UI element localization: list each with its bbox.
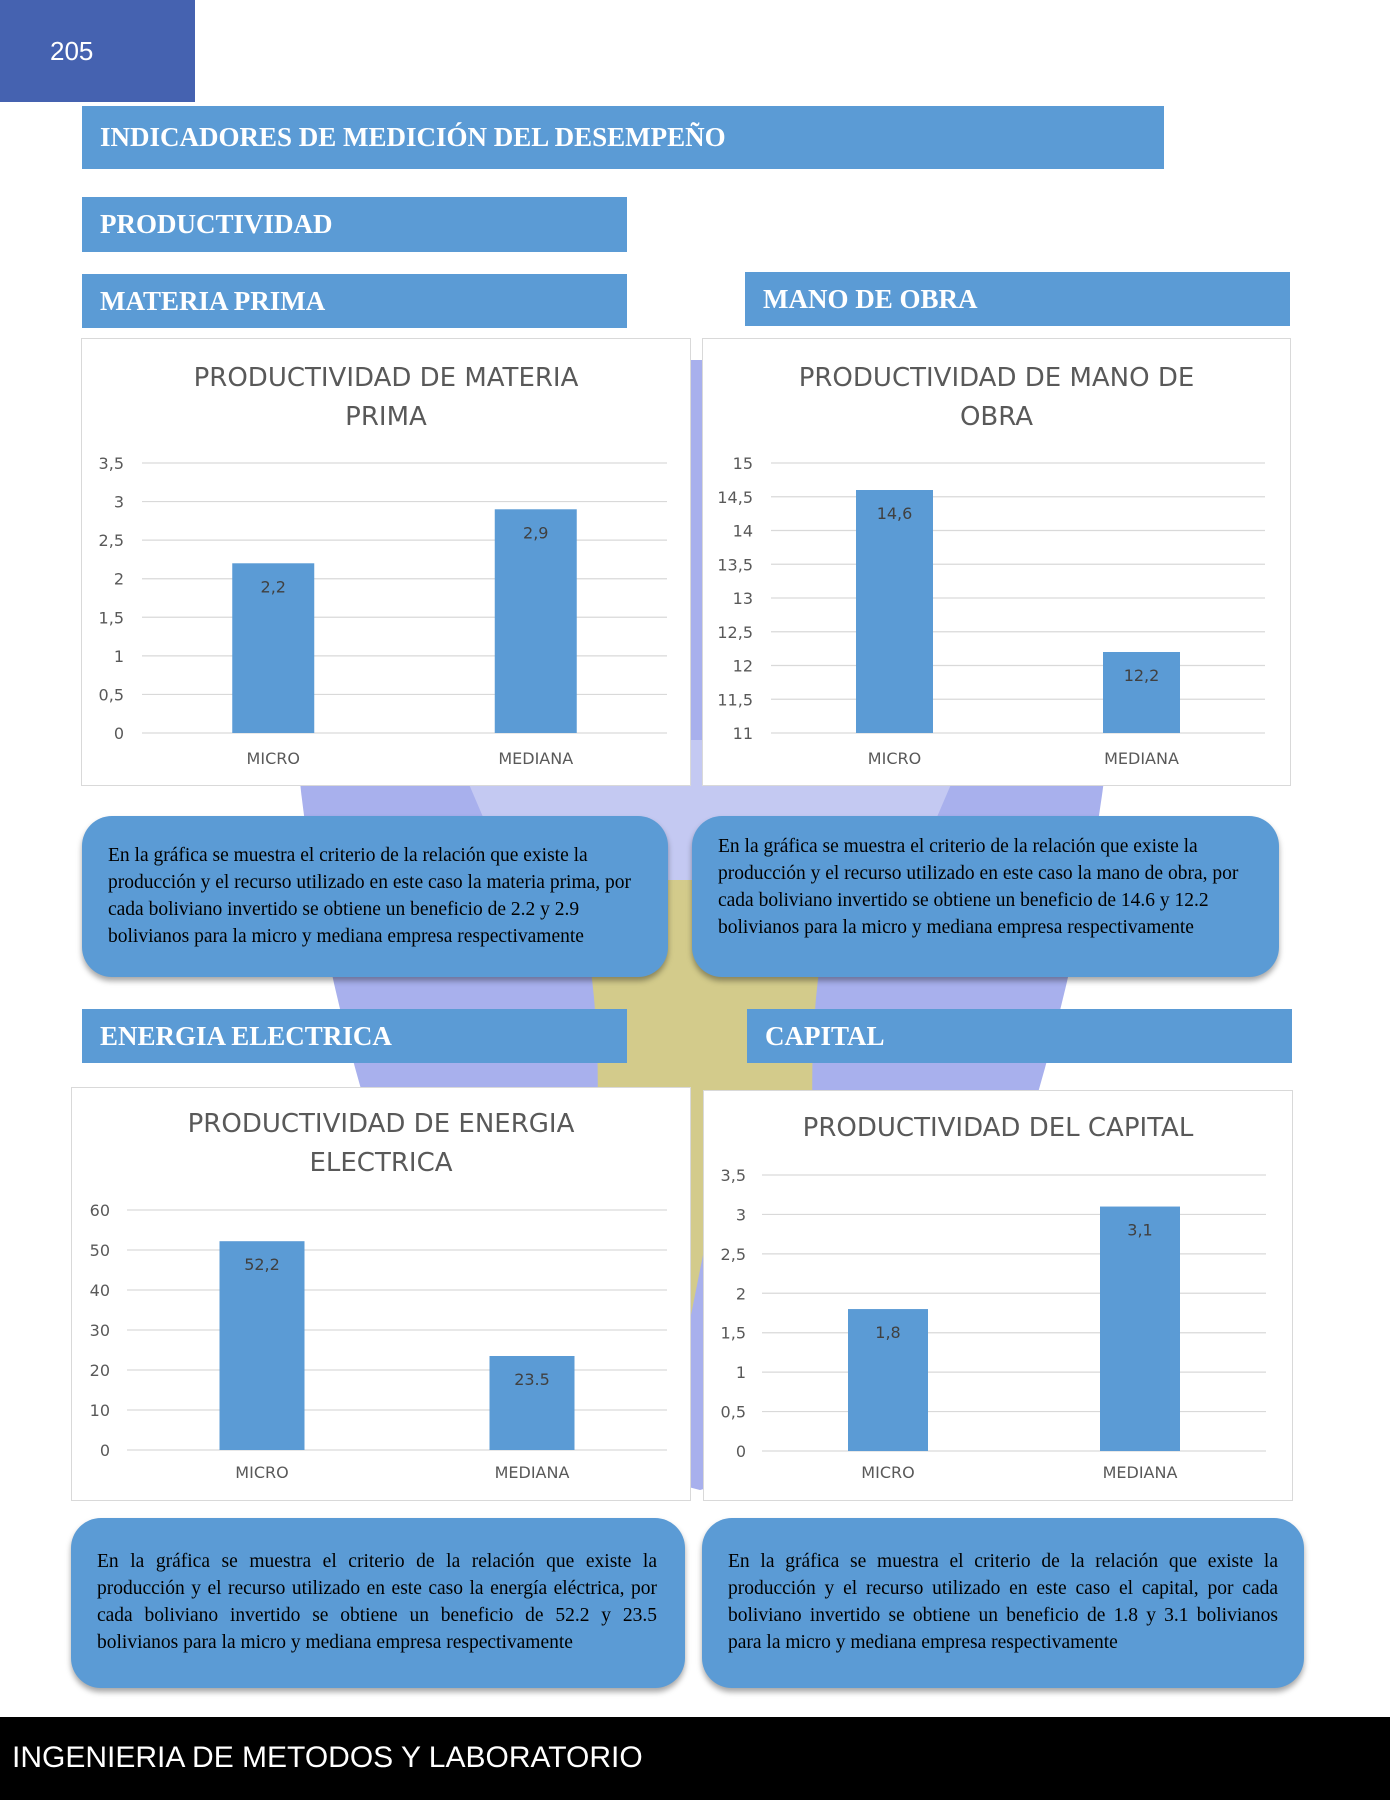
- y-tick-label: 10: [90, 1401, 110, 1420]
- data-label: 14,6: [877, 504, 913, 523]
- y-tick-label: 0,5: [99, 685, 124, 704]
- bar: [219, 1241, 305, 1450]
- energia-header: ENERGIA ELECTRICA: [82, 1009, 627, 1063]
- y-tick-label: 13,5: [717, 555, 753, 574]
- bar: [489, 1356, 575, 1450]
- y-tick-label: 3: [114, 493, 124, 512]
- data-label: 3,1: [1127, 1221, 1152, 1240]
- bar: [1100, 1206, 1180, 1451]
- chart-title-line2: PRIMA: [345, 402, 427, 432]
- chart-materia-prima: PRODUCTIVIDAD DE MATERIA PRIMA 0 0,5 1 1,5 2…: [81, 338, 691, 786]
- bar: [848, 1309, 928, 1451]
- y-tick-label: 20: [90, 1361, 110, 1380]
- y-tick-label: 15: [733, 454, 753, 473]
- bar: [1103, 652, 1180, 733]
- materia-prima-header: MATERIA PRIMA: [82, 274, 627, 328]
- chart-title-line2: OBRA: [959, 402, 1034, 432]
- data-label: 12,2: [1124, 666, 1160, 685]
- y-tick-label: 3,5: [721, 1166, 746, 1185]
- footer-title: INGENIERIA DE METODOS Y LABORATORIO: [0, 1717, 1390, 1800]
- y-tick-label: 1,5: [721, 1324, 746, 1343]
- description-capital: En la gráfica se muestra el criterio de …: [702, 1518, 1304, 1688]
- main-header: INDICADORES DE MEDICIÓN DEL DESEMPEÑO: [82, 106, 1164, 169]
- y-tick-label: 0: [100, 1441, 110, 1460]
- capital-header: CAPITAL: [747, 1009, 1292, 1063]
- chart-plot: 0 0,5 1 1,5 2 2,5 3 3,5 2,2 MICRO 2,9 MEDIANA: [99, 454, 667, 768]
- y-tick-label: 3,5: [99, 454, 124, 473]
- x-category-label: MICRO: [861, 1463, 914, 1482]
- chart-plot: 11 11,5 12 12,5 13 13,5 14 14,5 15 14,6 MICRO 12,2 M…: [717, 454, 1265, 768]
- y-tick-label: 60: [90, 1201, 110, 1220]
- chart-plot: 0 0,5 1 1,5 2 2,5 3 3,5 1,8 MICRO 3,1 MEDIANA: [721, 1166, 1266, 1482]
- y-tick-label: 0,5: [721, 1403, 746, 1422]
- chart-title-line1: PRODUCTIVIDAD DE ENERGIA: [187, 1109, 575, 1139]
- chart-title-line1: PRODUCTIVIDAD DE MATERIA: [193, 363, 579, 393]
- y-tick-label: 2,5: [99, 531, 124, 550]
- description-mano-obra: En la gráfica se muestra el criterio de …: [692, 816, 1279, 977]
- data-label: 2,2: [261, 577, 286, 596]
- description-materia-prima: En la gráfica se muestra el criterio de …: [82, 816, 668, 977]
- x-category-label: MEDIANA: [498, 749, 573, 768]
- y-tick-label: 14: [733, 522, 753, 541]
- y-tick-label: 11,5: [717, 690, 753, 709]
- bar: [856, 490, 933, 733]
- bar: [232, 563, 315, 733]
- y-tick-label: 40: [90, 1281, 110, 1300]
- section-header: PRODUCTIVIDAD: [82, 197, 627, 252]
- data-label: 52,2: [244, 1255, 280, 1274]
- y-tick-label: 3: [736, 1205, 746, 1224]
- data-label: 2,9: [523, 523, 548, 542]
- data-label: 1,8: [875, 1323, 900, 1342]
- y-tick-label: 1: [736, 1363, 746, 1382]
- y-tick-label: 11: [733, 724, 753, 743]
- x-category-label: MEDIANA: [1104, 749, 1179, 768]
- chart-title-line2: ELECTRICA: [309, 1148, 453, 1178]
- x-category-label: MEDIANA: [495, 1463, 570, 1482]
- y-tick-label: 1,5: [99, 608, 124, 627]
- x-category-label: MICRO: [868, 749, 921, 768]
- x-category-label: MICRO: [247, 749, 300, 768]
- y-tick-label: 2: [736, 1284, 746, 1303]
- y-tick-label: 2: [114, 570, 124, 589]
- y-tick-label: 2,5: [721, 1245, 746, 1264]
- chart-mano-obra: PRODUCTIVIDAD DE MANO DE OBRA 11 11,5 12 12…: [702, 338, 1291, 786]
- x-category-label: MICRO: [235, 1463, 288, 1482]
- chart-capital: PRODUCTIVIDAD DEL CAPITAL 0 0,5 1 1,5 2 2,5 3 3…: [703, 1090, 1293, 1501]
- chart-plot: 0 10 20 30 40 50 60 52,2 MICRO 23.5 MEDIANA: [90, 1201, 667, 1482]
- y-tick-label: 12,5: [717, 623, 753, 642]
- chart-title-line1: PRODUCTIVIDAD DE MANO DE: [798, 363, 1195, 393]
- chart-energia: PRODUCTIVIDAD DE ENERGIA ELECTRICA 0 10 20…: [71, 1087, 691, 1501]
- data-label: 23.5: [514, 1370, 550, 1389]
- page-number: 205: [0, 0, 195, 102]
- y-tick-label: 13: [733, 589, 753, 608]
- y-tick-label: 0: [736, 1442, 746, 1461]
- description-energia: En la gráfica se muestra el criterio de …: [71, 1518, 685, 1688]
- y-tick-label: 0: [114, 724, 124, 743]
- chart-title-line1: PRODUCTIVIDAD DEL CAPITAL: [802, 1113, 1194, 1143]
- y-tick-label: 14,5: [717, 488, 753, 507]
- y-tick-label: 1: [114, 647, 124, 666]
- y-tick-label: 12: [733, 657, 753, 676]
- bar: [494, 509, 577, 733]
- mano-obra-header: MANO DE OBRA: [745, 272, 1290, 326]
- y-tick-label: 30: [90, 1321, 110, 1340]
- x-category-label: MEDIANA: [1103, 1463, 1178, 1482]
- y-tick-label: 50: [90, 1241, 110, 1260]
